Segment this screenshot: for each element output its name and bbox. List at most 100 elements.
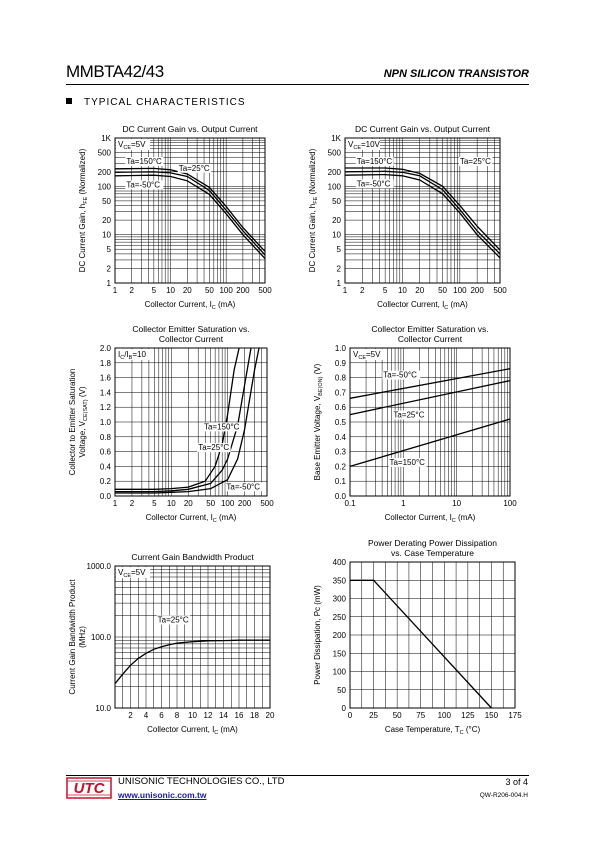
y-axis-label: DC Current Gain, hFE (Normalized) <box>308 148 319 272</box>
y-tick-label: 1 <box>107 279 112 288</box>
x-tick-label: 200 <box>236 286 250 295</box>
series-annotation: Ta=-50°C <box>126 180 160 189</box>
y-tick-label: 2 <box>107 264 112 273</box>
series-line <box>350 579 492 709</box>
x-tick-label: 1 <box>113 286 118 295</box>
x-tick-label: 50 <box>206 499 215 508</box>
chart-vbe-on: Collector Emitter Saturation vs.Collecto… <box>313 324 517 524</box>
grid <box>114 347 268 497</box>
y-tick-label: 350 <box>333 576 347 585</box>
series-line <box>115 347 252 493</box>
x-axis-label: Collector Current, IC (mA) <box>145 300 236 311</box>
x-tick-label: 20 <box>266 711 275 720</box>
y-tick-label: 0 <box>342 704 347 713</box>
y-axis-label: Collector to Emitter Saturation Voltage, … <box>68 369 89 476</box>
series-line <box>114 174 266 260</box>
series-line <box>349 418 511 468</box>
chart-vce-sat: Collector Emitter Saturation vs.Collecto… <box>68 324 274 524</box>
y-tick-label: 20 <box>332 216 341 225</box>
x-tick-label: 2 <box>128 711 133 720</box>
y-tick-label: 200 <box>328 168 342 177</box>
x-tick-label: 5 <box>152 499 157 508</box>
series-annotation: Ta=25°C <box>158 616 189 625</box>
x-tick-label: 20 <box>184 499 193 508</box>
x-tick-label: 50 <box>393 711 402 720</box>
condition-label: IC/IB=10 <box>118 350 146 361</box>
y-tick-label: 5 <box>107 245 112 254</box>
x-axis-label: Collector Current, IC (mA) <box>147 725 238 736</box>
y-tick-label: 20 <box>102 216 111 225</box>
condition-label: VCE=5V <box>118 568 146 579</box>
website-link[interactable]: www.unisonic.com.tw <box>118 790 207 800</box>
x-tick-label: 1 <box>343 286 348 295</box>
y-tick-label: 1.2 <box>100 403 112 412</box>
y-tick-label: 0.5 <box>335 418 347 427</box>
series-line <box>115 347 260 494</box>
series-annotation: Ta=25°C <box>460 157 491 166</box>
x-tick-label: 125 <box>461 711 475 720</box>
x-tick-label: 50 <box>438 286 447 295</box>
y-tick-label: 400 <box>333 558 347 567</box>
y-tick-label: 0.4 <box>100 462 112 471</box>
x-tick-label: 5 <box>152 286 157 295</box>
annotation-bg <box>225 482 264 492</box>
footer-rule <box>66 775 529 776</box>
x-tick-label: 14 <box>219 711 228 720</box>
y-tick-label: 0.9 <box>335 359 347 368</box>
chart-title: Collector Current <box>159 334 224 344</box>
plot-frame <box>349 561 516 709</box>
y-tick-label: 150 <box>333 649 347 658</box>
x-tick-label: 175 <box>508 711 522 720</box>
x-axis-label: Collector Current, IC (mA) <box>377 300 468 311</box>
x-tick-label: 2 <box>130 499 135 508</box>
y-tick-label: 0.8 <box>100 433 112 442</box>
y-tick-label: 10 <box>102 231 111 240</box>
y-axis-label: DC Current Gain, hFE (Normalized) <box>78 148 89 272</box>
company-name: UNISONIC TECHNOLOGIES CO., LTD <box>118 776 285 787</box>
annotation-bg <box>156 615 191 625</box>
plot-frame <box>114 347 268 497</box>
y-axis-label: Current Gain Bandwidth Product (MHz) <box>68 579 87 695</box>
chart-title: Power Derating Power Dissipation <box>368 538 497 548</box>
series-annotation: Ta=-50°C <box>357 179 391 188</box>
y-tick-label: 200 <box>98 168 112 177</box>
y-tick-label: 1.0 <box>100 418 112 427</box>
condition-label: VCE=5V <box>353 350 381 361</box>
y-axis-label-line: Current Gain Bandwidth Product <box>68 579 77 695</box>
chart-title: Collector Current <box>398 334 463 344</box>
series-annotation: Ta=150°C <box>204 422 240 431</box>
annotation-bg <box>355 156 394 166</box>
x-tick-label: 4 <box>144 711 149 720</box>
document-number: QW-R206-004.H <box>479 792 528 799</box>
x-tick-label: 5 <box>383 286 388 295</box>
x-axis-label: Collector Current, IC (mA) <box>385 513 476 524</box>
series-line <box>114 167 266 252</box>
condition-bg <box>116 349 150 360</box>
utc-logo: UTC <box>66 777 112 799</box>
y-tick-label: 50 <box>337 686 346 695</box>
y-axis-label-line: (MHz) <box>78 626 87 648</box>
series-annotation: Ta=-50°C <box>226 482 260 491</box>
x-tick-label: 16 <box>235 711 244 720</box>
x-axis-label: Case Temperature, TC (°C) <box>385 725 481 736</box>
y-tick-label: 1K <box>331 134 341 143</box>
x-tick-label: 12 <box>204 711 213 720</box>
y-tick-label: 1.6 <box>100 374 112 383</box>
header-rule <box>66 84 529 85</box>
y-tick-label: 10 <box>332 231 341 240</box>
y-tick-label: 500 <box>328 149 342 158</box>
x-tick-label: 0 <box>348 711 353 720</box>
y-tick-label: 200 <box>333 631 347 640</box>
x-axis-label: Collector Current, IC (mA) <box>146 513 237 524</box>
y-tick-label: 100 <box>333 668 347 677</box>
y-axis-label-line: DC Current Gain, hFE (Normalized) <box>78 148 89 272</box>
x-tick-label: 100 <box>438 711 452 720</box>
chart-title: DC Current Gain vs. Output Current <box>355 124 491 134</box>
x-tick-label: 8 <box>175 711 180 720</box>
series-line <box>349 379 511 416</box>
chart-gain-bandwidth: Current Gain Bandwidth Product 2 4 6 8 10 12 14… <box>68 552 275 736</box>
series-line <box>349 368 511 399</box>
x-tick-label: 2 <box>360 286 365 295</box>
x-tick-label: 6 <box>159 711 164 720</box>
chart-dc-gain-vce10: DC Current Gain vs. Output Current 1 2 5 10 2… <box>308 124 507 311</box>
